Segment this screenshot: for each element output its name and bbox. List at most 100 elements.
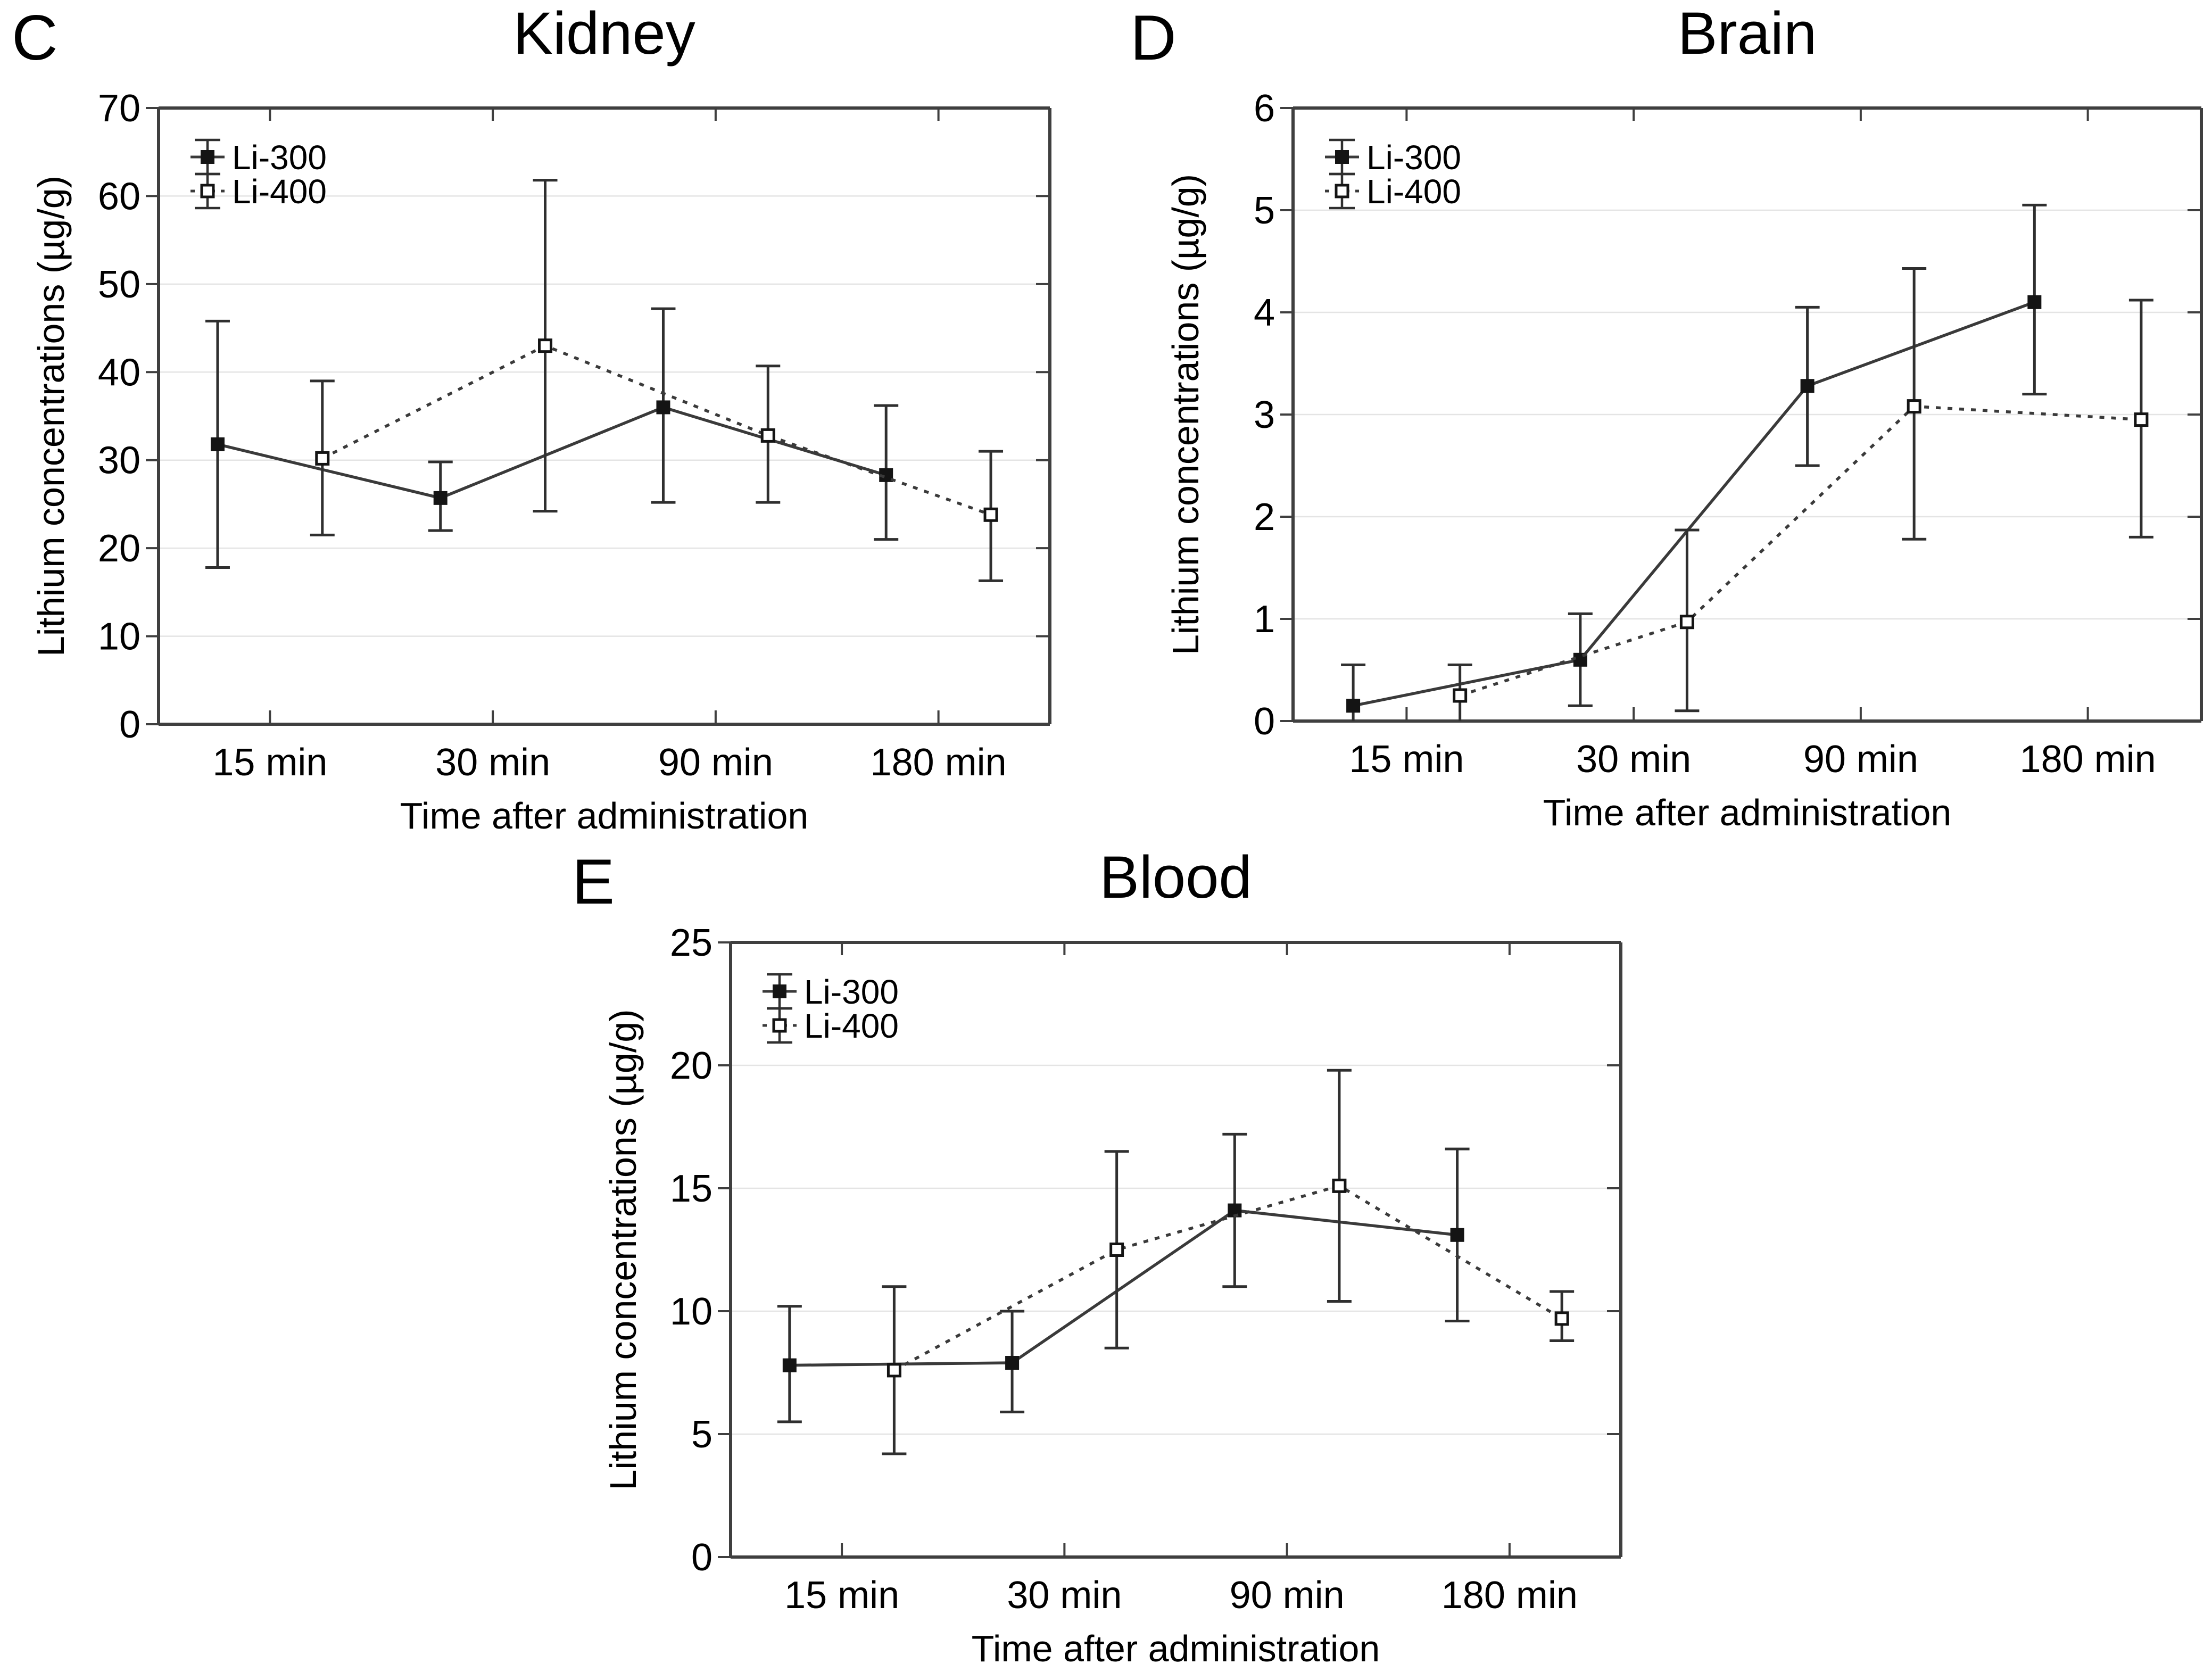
y-tick-label: 25 [670, 922, 713, 964]
panel-letter-c: C [12, 2, 58, 73]
markers-li-400 [1453, 399, 2149, 703]
data-point-marker [2134, 412, 2149, 427]
legend-filled-square-icon [1335, 150, 1349, 164]
data-point-marker [760, 428, 775, 443]
x-tick-label: 180 min [2020, 738, 2156, 781]
y-tick-label: 10 [670, 1290, 713, 1333]
x-tick-labels: 15 min 30 min 90 min 180 min [1349, 738, 2156, 781]
legend-open-square-icon [772, 1018, 787, 1033]
y-tick-label: 20 [670, 1045, 713, 1087]
x-tick-label: 15 min [784, 1574, 899, 1617]
x-tick-label: 180 min [1441, 1574, 1578, 1617]
data-point-marker [1332, 1178, 1347, 1193]
svg-text:Time after administration: Time after administration [400, 795, 809, 830]
svg-text:Time after administration: Time after administration [972, 1628, 1380, 1664]
x-tick-label: 180 min [871, 741, 1007, 784]
kidney-chart-canvas: 0 10 20 30 40 50 60 70 15 min 30 min 90 min 180 min… [30, 87, 1051, 830]
y-gridlines [159, 195, 1050, 637]
y-gridlines [731, 1064, 1621, 1435]
y-tick-labels: 0 10 20 30 40 50 60 70 [98, 87, 140, 746]
panel-kidney: C Kidney 0 10 20 30 40 50 60 70 15 min 30 min 90 m… [0, 0, 1107, 830]
data-point-marker [210, 437, 225, 451]
data-point-marker [887, 1363, 901, 1378]
x-axis-title: Time after administration [1543, 792, 1952, 830]
y-tick-label: 0 [119, 703, 140, 746]
y-tick-label: 0 [1254, 700, 1275, 743]
brain-chart-canvas: 0 1 2 3 4 5 6 15 min 30 min 90 min 180 min Time aft… [1165, 87, 2203, 830]
legend-open-square-icon [200, 184, 215, 198]
blood-chart-canvas: 0 5 10 15 20 25 15 min 30 min 90 min 180 min Time … [602, 922, 1622, 1664]
y-gridlines [1293, 209, 2201, 620]
y-tick-label: 60 [98, 175, 140, 218]
data-point-marker [538, 338, 553, 353]
x-tick-label: 90 min [658, 741, 773, 784]
data-point-marker [983, 507, 998, 522]
svg-text:Lithium concentrations (µg/g): Lithium concentrations (µg/g) [30, 176, 72, 657]
error-bars-li-400 [882, 1069, 1575, 1455]
x-tick-label: 15 min [1349, 738, 1464, 781]
data-point-marker [1907, 399, 1921, 414]
y-tick-label: 4 [1254, 292, 1275, 334]
panel-blood: E Blood 0 5 10 15 20 25 15 min 30 min 90 min 180 … [0, 830, 2212, 1664]
y-tick-label: 10 [98, 616, 140, 658]
data-point-marker [1554, 1311, 1569, 1326]
svg-text:Lithium concentrations (µg/g): Lithium concentrations (µg/g) [602, 1009, 644, 1490]
data-point-marker [1450, 1228, 1464, 1242]
plot-box [157, 106, 1051, 726]
y-tick-label: 70 [98, 87, 140, 130]
series-line-li-400 [1459, 404, 2142, 697]
x-tick-label: 30 min [1007, 1574, 1122, 1617]
y-tick-label: 6 [1254, 87, 1275, 130]
panel-title-kidney: Kidney [513, 0, 695, 67]
legend-label: Li-400 [804, 1007, 899, 1045]
y-tick-label: 50 [98, 263, 140, 306]
data-point-marker [1005, 1356, 1020, 1370]
legend-filled-square-icon [773, 984, 786, 998]
panel-title-brain: Brain [1677, 0, 1817, 67]
legend-label: Li-300 [1366, 138, 1461, 177]
data-point-marker [433, 491, 448, 505]
markers-li-300 [782, 1203, 1464, 1372]
data-point-marker [1679, 615, 1694, 630]
panel-title-blood: Blood [1099, 844, 1252, 910]
series-line-li-400 [321, 344, 991, 516]
y-tick-label: 0 [691, 1536, 713, 1579]
x-axis-title: Time after administration [400, 795, 809, 830]
legend-filled-square-icon [201, 150, 214, 164]
data-point-marker [1109, 1243, 1124, 1257]
x-tick-labels: 15 min 30 min 90 min 180 min [784, 1574, 1578, 1617]
y-tick-label: 30 [98, 440, 140, 482]
markers-li-400 [315, 338, 998, 522]
legend-label: Li-300 [232, 138, 327, 177]
y-tick-label: 5 [1254, 189, 1275, 232]
error-bars-li-400 [310, 179, 1004, 582]
data-point-marker [1346, 699, 1361, 713]
y-axis-title: Lithium concentrations (µg/g) [602, 1009, 644, 1490]
x-tick-label: 15 min [212, 741, 327, 784]
svg-text:Lithium concentrations (µg/g): Lithium concentrations (µg/g) [1165, 174, 1206, 655]
axis-ticks [146, 107, 1050, 725]
x-tick-label: 30 min [435, 741, 550, 784]
y-tick-labels: 0 1 2 3 4 5 6 [1254, 87, 1275, 743]
y-tick-label: 3 [1254, 394, 1275, 436]
y-axis-title: Lithium concentrations (µg/g) [1165, 174, 1206, 655]
axis-ticks [718, 941, 1621, 1558]
markers-li-300 [1346, 295, 2042, 713]
y-tick-label: 5 [691, 1413, 713, 1456]
x-axis-title: Time after administration [972, 1628, 1380, 1664]
panel-brain: D Brain 0 1 2 3 4 5 6 15 min 30 min 90 min 180 min… [1107, 0, 2212, 830]
markers-li-400 [887, 1178, 1569, 1378]
data-point-marker [782, 1358, 797, 1372]
legend-open-square-icon [1335, 184, 1349, 198]
x-tick-label: 90 min [1230, 1574, 1345, 1617]
data-point-marker [2027, 295, 2042, 309]
plot-box [729, 941, 1622, 1559]
y-tick-label: 20 [98, 527, 140, 570]
x-tick-label: 90 min [1803, 738, 1918, 781]
x-tick-label: 30 min [1576, 738, 1691, 781]
series-line-li-300 [1353, 301, 2035, 707]
